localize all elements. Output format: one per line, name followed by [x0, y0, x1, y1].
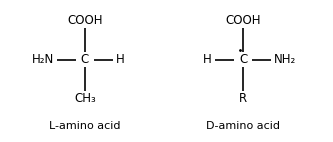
Text: H: H	[116, 53, 125, 66]
Text: C: C	[239, 53, 247, 66]
Text: L-amino acid: L-amino acid	[49, 121, 121, 131]
Text: CH₃: CH₃	[74, 92, 96, 105]
Text: R: R	[239, 92, 247, 105]
Text: COOH: COOH	[225, 14, 261, 27]
Text: H: H	[203, 53, 212, 66]
Text: D-amino acid: D-amino acid	[206, 121, 280, 131]
Text: NH₂: NH₂	[274, 53, 296, 66]
Text: COOH: COOH	[67, 14, 103, 27]
Text: H₂N: H₂N	[32, 53, 54, 66]
Text: C: C	[81, 53, 89, 66]
